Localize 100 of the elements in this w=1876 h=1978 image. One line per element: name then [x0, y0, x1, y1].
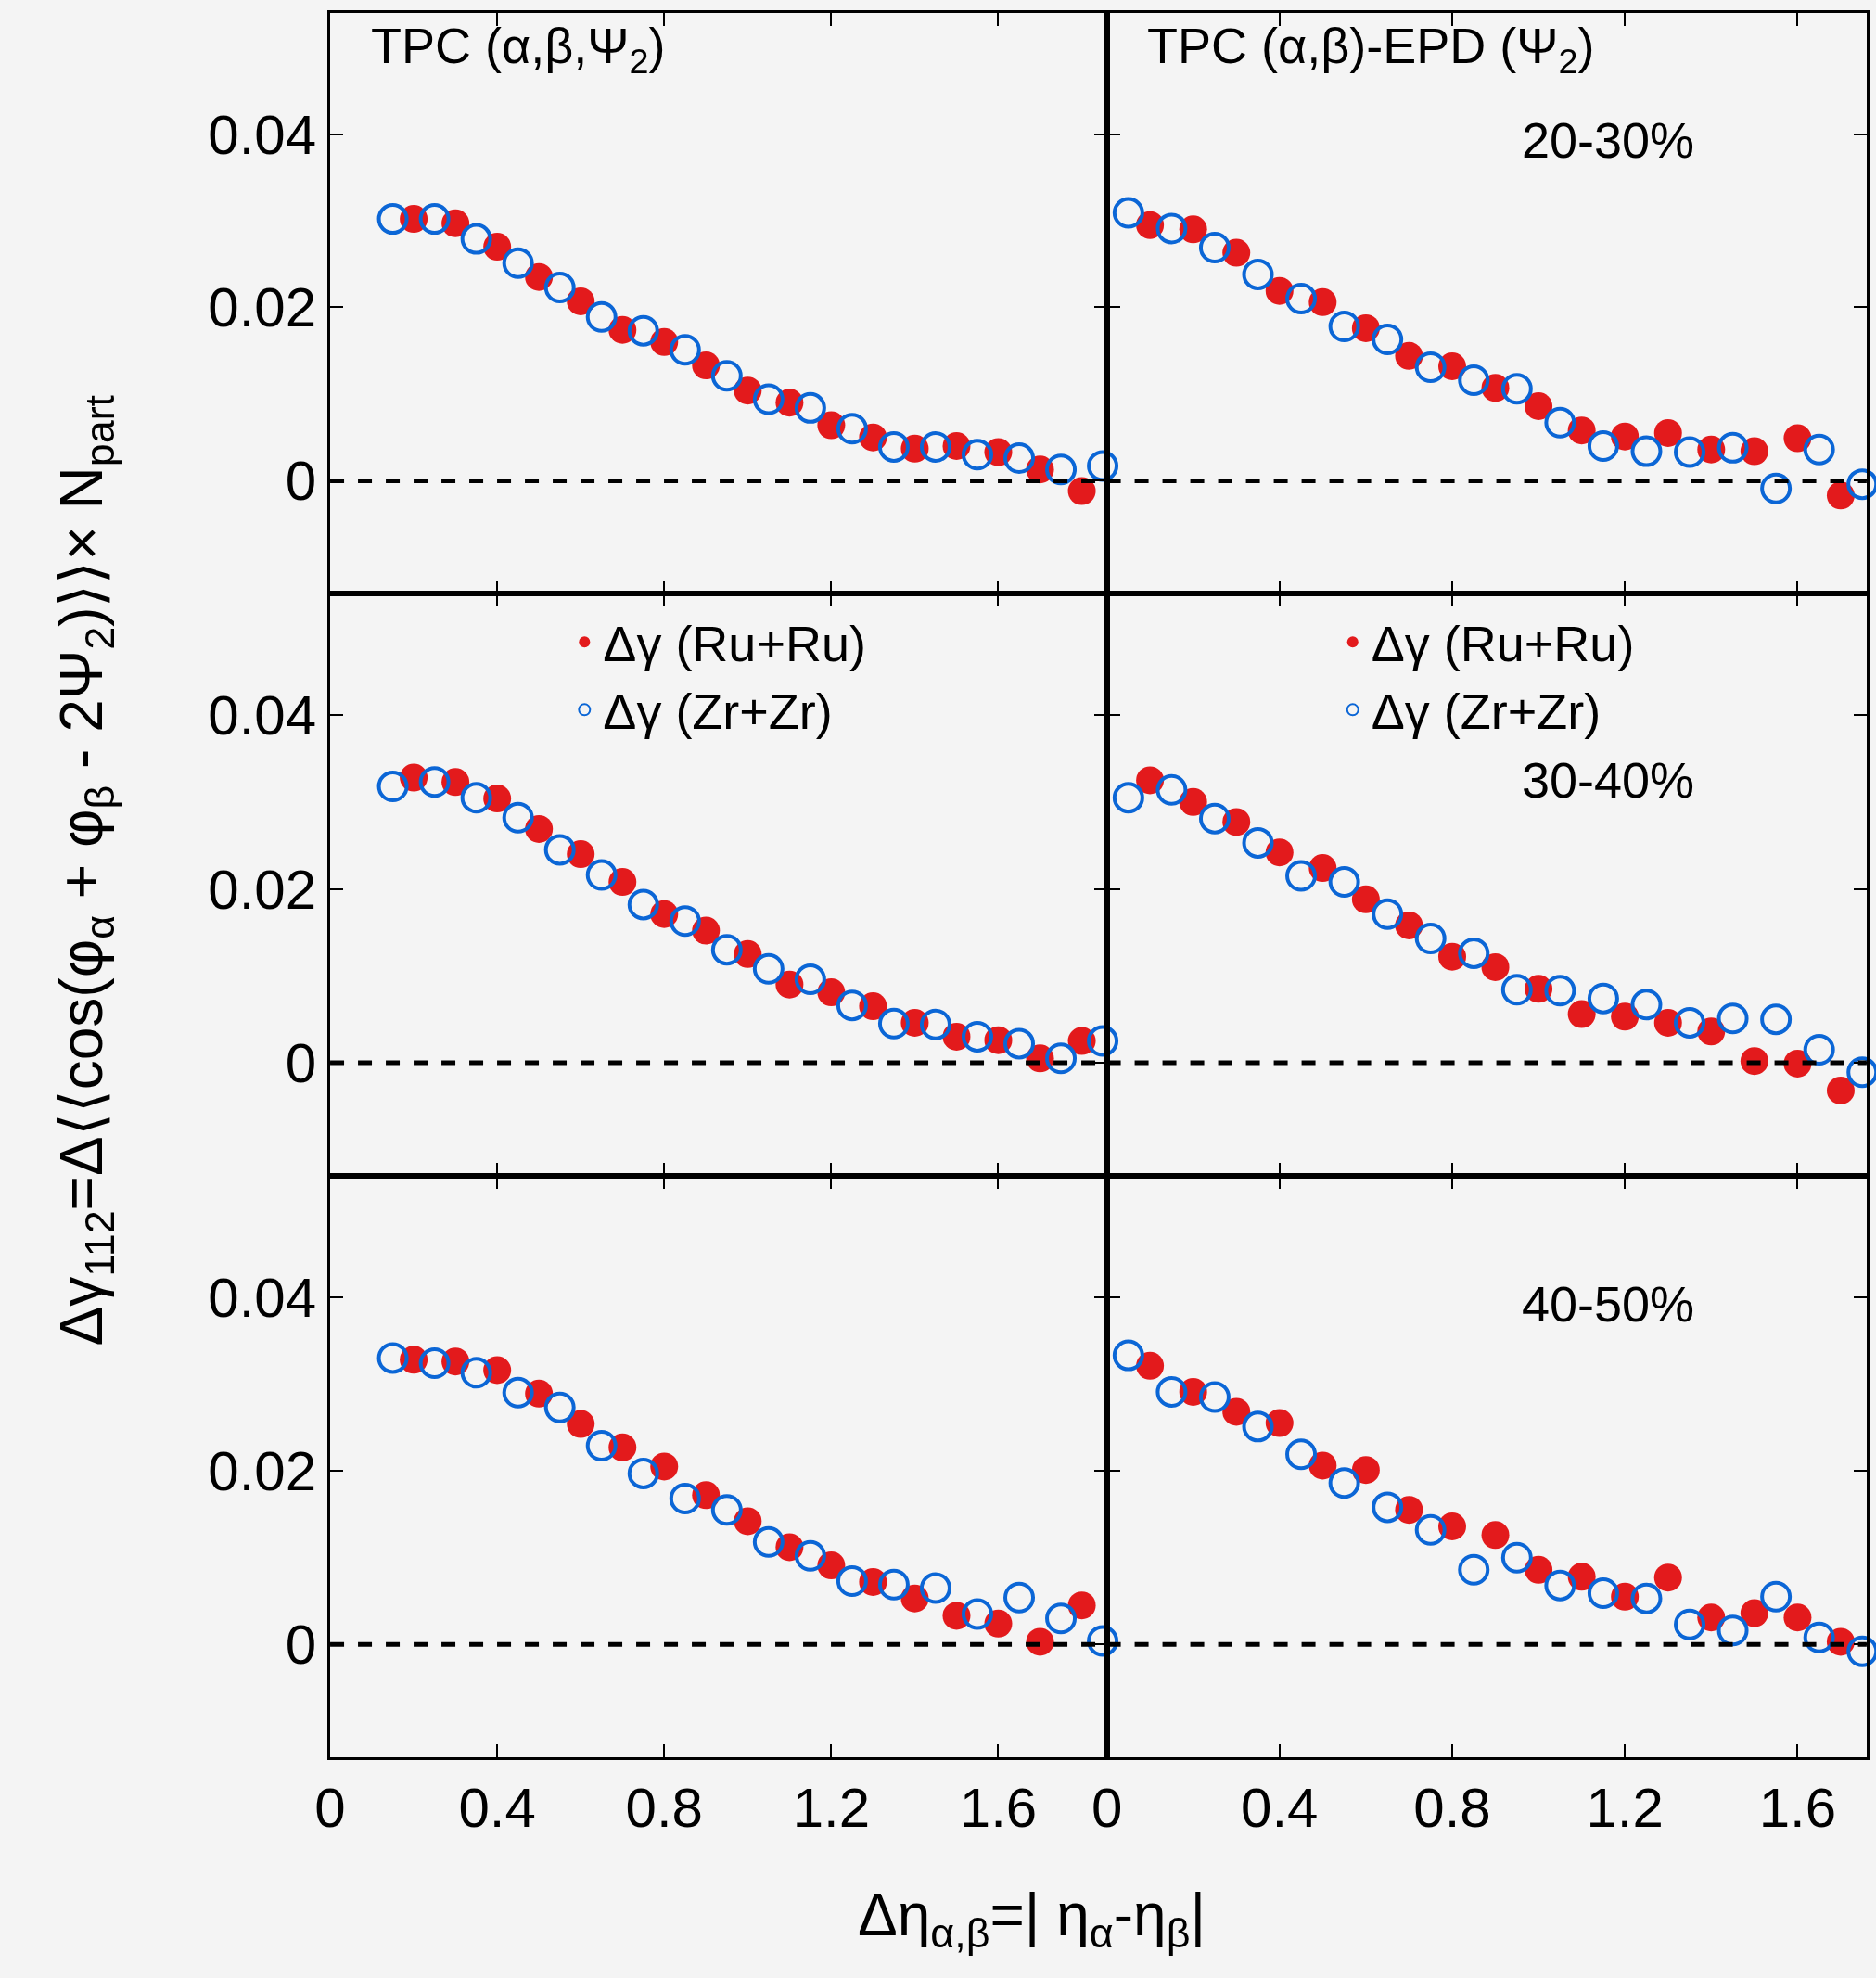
point: [1500, 974, 1533, 1006]
legend-label: Δγ (Ru+Ru): [1371, 616, 1635, 672]
point: [1372, 1491, 1404, 1524]
point: [1045, 1602, 1078, 1635]
point: [1803, 1621, 1835, 1653]
x-tick-label: 1.6: [1758, 1776, 1837, 1839]
point: [1328, 1467, 1360, 1499]
point: [752, 952, 785, 985]
point: [669, 905, 701, 938]
point: [1112, 197, 1144, 229]
legend-label: Δγ (Ru+Ru): [603, 616, 866, 672]
point: [1630, 435, 1663, 467]
x-tick-label: 0.4: [1241, 1776, 1319, 1839]
point: [1198, 802, 1231, 835]
legend-label: Δγ (Zr+Zr): [603, 683, 833, 740]
point: [1674, 1608, 1706, 1640]
point: [1067, 1591, 1096, 1620]
point: [1481, 1521, 1510, 1550]
point: [1611, 1002, 1640, 1031]
point: [585, 1429, 618, 1461]
point: [1372, 898, 1404, 930]
point: [1740, 1599, 1768, 1627]
point: [1587, 1577, 1619, 1610]
point: [627, 314, 659, 347]
point: [1481, 952, 1510, 981]
point: [669, 334, 701, 366]
point: [1045, 1042, 1078, 1075]
point: [567, 1410, 595, 1438]
point: [1760, 1003, 1793, 1036]
point: [585, 300, 618, 333]
point: [1136, 1351, 1165, 1380]
point: [1803, 433, 1835, 466]
point: [734, 1507, 762, 1536]
point: [1458, 364, 1490, 396]
y-tick-label: 0.04: [208, 103, 317, 166]
point: [1112, 782, 1144, 814]
point: [669, 1483, 701, 1515]
point: [1414, 351, 1447, 383]
point: [1544, 1569, 1576, 1602]
point: [1587, 982, 1619, 1015]
x-tick-label: 0.8: [1413, 1776, 1491, 1839]
point: [1242, 258, 1274, 290]
point: [1716, 1614, 1749, 1647]
point: [1458, 937, 1490, 969]
point: [585, 859, 618, 891]
point: [1674, 436, 1706, 468]
point: [1112, 1339, 1144, 1372]
point: [1351, 1456, 1380, 1485]
point: [1242, 826, 1274, 859]
point: [1003, 1581, 1036, 1614]
y-tick-label: 0.04: [208, 1266, 317, 1329]
point: [1826, 1077, 1855, 1104]
point: [1653, 418, 1682, 447]
y-tick-label: 0.04: [208, 684, 317, 747]
x-tick-label: 1.6: [959, 1776, 1038, 1839]
point: [460, 1357, 492, 1389]
point: [752, 383, 785, 415]
point: [1587, 430, 1619, 462]
point: [877, 1568, 910, 1601]
point: [1003, 1027, 1036, 1060]
point: [543, 271, 576, 303]
point: [1544, 406, 1576, 439]
point: [984, 1609, 1013, 1638]
point: [1155, 212, 1188, 245]
x-axis-title: Δη$_{α,β}$=| η$_{α}$-η$_{β}$|: [858, 1882, 1206, 1957]
x-tick-label: 0.8: [625, 1776, 703, 1839]
point: [1285, 283, 1318, 315]
point: [1372, 324, 1404, 356]
point: [1716, 431, 1749, 464]
point: [1653, 1563, 1682, 1592]
point: [1630, 1582, 1663, 1614]
point: [376, 203, 409, 236]
y-tick-label: 0: [285, 450, 317, 513]
point: [418, 1347, 451, 1380]
point: [962, 1598, 993, 1630]
y-tick-label: 0: [285, 1614, 317, 1677]
point: [376, 770, 409, 802]
point: [1198, 1381, 1231, 1413]
point: [1525, 392, 1553, 420]
y-tick-label: 0.02: [208, 1440, 317, 1503]
point: [962, 1020, 993, 1053]
point: [460, 223, 492, 255]
point: [1285, 1438, 1318, 1471]
point: [1760, 1580, 1793, 1613]
chart-title: TPC (α,β,Ψ$_{2}$): [371, 18, 666, 82]
point: [836, 989, 868, 1022]
y-tick-label: 0: [285, 1032, 317, 1095]
x-tick-label: 1.2: [1586, 1776, 1664, 1839]
point: [710, 934, 743, 966]
x-tick-label: 1.2: [792, 1776, 871, 1839]
point: [877, 430, 910, 463]
point: [794, 1539, 826, 1572]
point: [1155, 1375, 1188, 1408]
point: [376, 1342, 409, 1374]
point: [1087, 450, 1119, 482]
point: [1198, 231, 1231, 263]
point: [1242, 1410, 1274, 1443]
point: [877, 1007, 910, 1040]
point: [1265, 838, 1294, 867]
point: [1087, 1025, 1119, 1057]
